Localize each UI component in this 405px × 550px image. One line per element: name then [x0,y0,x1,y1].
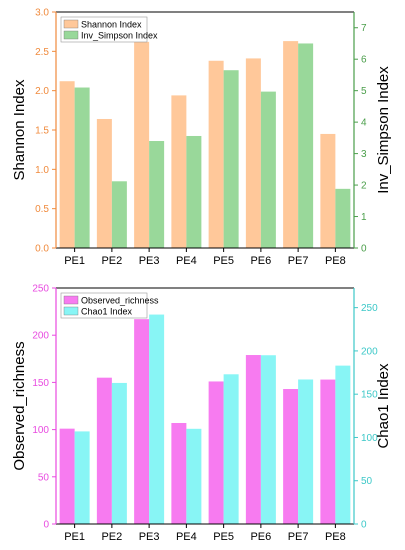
right-y-tick-label: 2 [361,181,367,192]
left-y-tick-label: 250 [32,284,49,295]
bar-observed-richness-pe7 [283,389,299,524]
bar-observed-richness-pe4 [171,422,187,524]
bar-shannon-index-pe5 [208,60,224,249]
left-y-tick-label: 2.0 [35,86,49,97]
left-y-tick-label: 0.0 [35,244,49,255]
bar-inv-simpson-index-pe6 [260,91,276,249]
legend-label: Chao1 Index [81,307,133,317]
right-y-tick-label: 1 [361,212,367,223]
bar-chao1-index-pe8 [335,365,351,524]
right-y-tick-label: 3 [361,149,367,160]
bar-chao1-index-pe6 [260,355,276,524]
x-tick-label: PE4 [176,255,197,267]
bar-inv-simpson-index-pe7 [298,43,314,248]
left-y-tick-label: 3.0 [35,8,49,19]
richness-chao1-panel: PE1 PE2 PE3 PE4 PE5 PE6 PE7 PE8 0 50 100 150 200 250 0… [11,284,392,544]
bar-chao1-index-pe2 [111,382,127,524]
left-y-tick-label: 2.5 [35,47,49,58]
x-tick-label: PE7 [288,255,309,267]
right-y-tick-label: 50 [361,476,373,487]
bar-shannon-index-pe7 [283,41,299,249]
bar-shannon-index-pe4 [171,95,187,249]
bar-observed-richness-pe3 [134,319,150,524]
x-tick-label: PE3 [139,255,160,267]
x-tick-label: PE2 [101,531,122,543]
left-y-tick-label: 1.0 [35,165,49,176]
left-y-tick-label: 200 [32,331,49,342]
legend-label: Observed_richness [81,296,159,306]
right-y-tick-label: 5 [361,86,367,97]
left-y-tick-label: 0.5 [35,204,49,215]
bar-chao1-index-pe3 [149,314,165,524]
bar-observed-richness-pe5 [208,381,224,524]
left-y-tick-label: 0 [43,520,49,531]
x-tick-label: PE8 [325,531,346,543]
right-y-axis-title: Inv_Simpson Index [375,66,392,194]
right-y-tick-label: 6 [361,55,367,66]
right-y-tick-label: 250 [361,303,378,314]
legend-swatch-shannon-index [63,19,79,29]
x-tick-label: PE5 [213,255,234,267]
bar-inv-simpson-index-pe4 [186,135,202,248]
legend-label: Inv_Simpson Index [81,31,158,41]
bar-inv-simpson-index-pe1 [74,87,90,249]
bar-observed-richness-pe8 [320,379,336,524]
bar-observed-richness-pe1 [59,428,75,524]
bar-chao1-index-pe4 [186,428,202,524]
right-y-tick-label: 7 [361,23,367,34]
x-tick-label: PE5 [213,531,234,543]
left-y-axis-title: Observed_richness [11,341,28,470]
right-y-axis-title: Chao1 Index [375,363,392,449]
bar-chao1-index-pe1 [74,431,90,524]
bar-inv-simpson-index-pe8 [335,188,351,248]
right-y-tick-label: 150 [361,390,378,401]
bar-inv-simpson-index-pe5 [223,70,239,248]
bar-chao1-index-pe5 [223,374,239,524]
right-y-tick-label: 100 [361,433,378,444]
bar-chao1-index-pe7 [298,379,314,524]
x-tick-label: PE7 [288,531,309,543]
shannon-inv-simpson-panel: PE1 PE2 PE3 PE4 PE5 PE6 PE7 PE8 0.0 0.5 1.0 1.5 2.0 2… [11,8,392,268]
x-tick-label: PE6 [250,255,271,267]
right-y-tick-label: 0 [361,244,367,255]
x-tick-label: PE2 [101,255,122,267]
bar-observed-richness-pe2 [96,377,112,524]
legend-swatch-chao1-index [63,306,79,316]
legend-swatch-inv-simpson-index [63,30,79,40]
legend-label: Shannon Index [81,20,142,30]
left-y-tick-label: 50 [38,472,50,483]
x-tick-label: PE8 [325,255,346,267]
bar-shannon-index-pe3 [134,41,150,248]
x-tick-label: PE6 [250,531,271,543]
x-tick-label: PE4 [176,531,197,543]
bar-shannon-index-pe8 [320,133,336,248]
x-tick-label: PE1 [64,531,85,543]
right-y-tick-label: 200 [361,346,378,357]
bar-inv-simpson-index-pe2 [111,181,127,248]
right-y-tick-label: 0 [361,520,367,531]
x-tick-label: PE3 [139,531,160,543]
left-y-tick-label: 150 [32,378,49,389]
right-y-tick-label: 4 [361,118,367,129]
x-tick-label: PE1 [64,255,85,267]
left-y-axis-title: Shannon Index [11,79,28,180]
bar-shannon-index-pe6 [245,58,261,249]
bar-inv-simpson-index-pe3 [149,141,165,248]
bar-shannon-index-pe1 [59,81,75,248]
bar-shannon-index-pe2 [96,118,112,248]
bar-observed-richness-pe6 [245,355,261,524]
legend-swatch-observed-richness [63,295,79,305]
left-y-tick-label: 1.5 [35,126,49,137]
left-y-tick-label: 100 [32,425,49,436]
